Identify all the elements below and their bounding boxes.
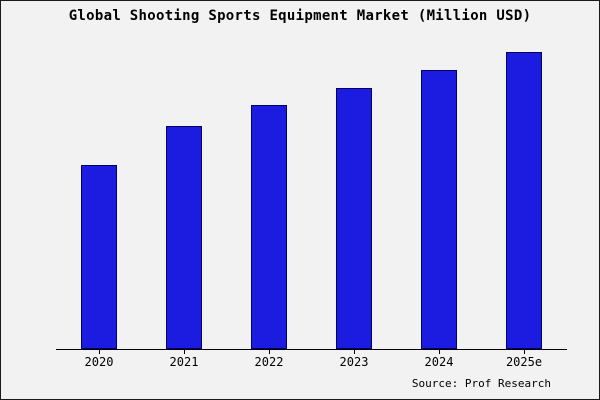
x-tick-label-2021: 2021 [169,355,199,369]
bar-2023 [336,88,372,349]
x-tick-mark-2023 [354,350,355,354]
bar-2025e [506,52,542,349]
x-axis-labels: 2020 2021 2022 2023 2024 2025e [56,355,566,371]
x-tick-label-2025e: 2025e [505,355,543,369]
plot-area [56,43,566,349]
bar-2021 [166,126,202,349]
bar-2024 [421,70,457,349]
x-tick-mark-2025e [524,350,525,354]
x-tick-label-2023: 2023 [339,355,369,369]
x-tick-mark-2024 [439,350,440,354]
x-tick-mark-2022 [269,350,270,354]
x-tick-mark-2020 [99,350,100,354]
chart-title: Global Shooting Sports Equipment Market … [68,8,532,24]
bar-2020 [81,165,117,349]
source-note: Source: Prof Research [411,377,551,390]
x-tick-mark-2021 [184,350,185,354]
bar-2022 [251,105,287,349]
x-tick-label-2020: 2020 [84,355,114,369]
x-axis-line [56,349,567,354]
x-tick-label-2022: 2022 [254,355,284,369]
x-tick-label-2024: 2024 [424,355,454,369]
